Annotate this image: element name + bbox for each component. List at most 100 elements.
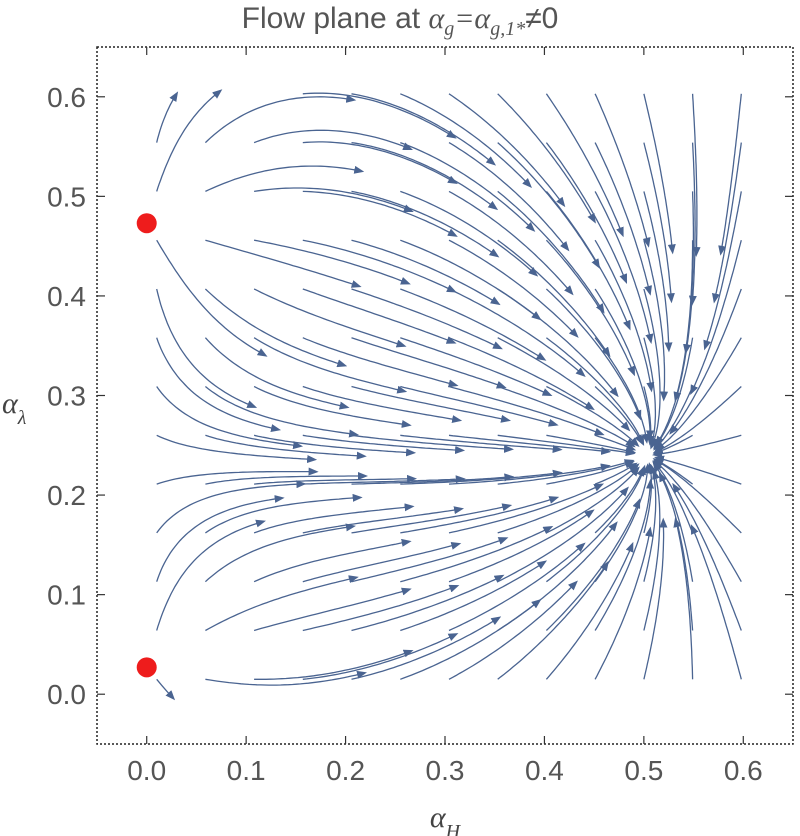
stream-line-46 [302,190,458,237]
stream-line-11 [156,91,179,143]
stream-line-95 [497,337,631,432]
stream-line-91 [497,463,640,534]
x-axis-label: αH [430,801,462,836]
stream-line-41 [302,434,466,454]
stream-line-6 [156,386,304,450]
stream-line-118 [594,462,638,485]
stream-line-126 [594,93,651,248]
stream-line-64 [400,526,554,583]
y-tick-label-3: 0.3 [47,381,86,412]
stream-line-59 [351,190,500,258]
stream-line-82 [448,337,595,411]
stream-line-111 [545,190,631,331]
x-tick-label-1: 0.1 [227,755,266,786]
stream-line-86 [448,142,570,252]
stream-line-96 [497,288,619,398]
stream-line-136 [643,142,675,304]
stream-line-50 [351,574,505,632]
stream-line-28 [254,474,418,485]
stream-line-32 [253,288,407,348]
stream-line-85 [448,190,574,296]
x-tick-label-6: 0.6 [724,755,763,786]
stream-line-163 [718,93,742,256]
stream-line-3 [156,480,307,534]
stream-line-74 [400,93,532,188]
chart-title: Flow plane at αg=αg,1*≠0 [241,2,559,40]
stream-line-45 [302,239,457,293]
stream-line-73 [400,141,536,232]
x-tick-label-0: 0.0 [127,755,166,786]
stream-line-141 [652,460,694,534]
stream-line-63 [400,560,548,632]
stream-line-24 [254,649,414,680]
stream-line-34 [254,187,414,213]
stream-line-10 [156,89,223,192]
stream-line-75 [448,580,578,680]
stream-line-43 [302,337,459,388]
stream-line-76 [448,542,586,632]
stream-line-129 [643,463,658,582]
stream-line-103 [546,464,646,583]
stream-line-135 [643,191,673,353]
stream-line-57 [351,288,503,350]
stream-line-104 [546,466,640,534]
stream-line-52 [351,503,513,534]
stream-line-116 [594,463,652,583]
stream-line-35 [253,129,414,151]
stream-line-117 [594,466,645,534]
stream-line-36 [302,633,459,680]
stream-line-151 [690,524,742,680]
y-tick-label-6: 0.6 [47,82,86,113]
stream-line-30 [253,385,412,428]
stream-line-145 [653,337,694,450]
stream-line-15 [205,493,363,534]
axis-ticks: 0.0 0.1 0.2 0.3 0.4 0.5 0.6 0.0 0.1 0.2 0.3 0.4 0.5 0… [47,47,793,786]
y-tick-label-4: 0.4 [47,281,86,312]
stream-line-58 [351,239,501,306]
stream-line-27 [253,503,415,534]
stream-line-131 [643,386,655,446]
stream-line-89 [497,521,618,632]
stream-line-78 [448,483,605,534]
x-tick-label-4: 0.4 [525,755,564,786]
stream-line-14 [204,523,356,583]
stream-line-133 [643,288,661,450]
stream-line-60 [351,141,499,211]
stream-line-47 [302,141,458,185]
stream-line-40 [302,475,466,485]
stream-line-102 [545,498,641,631]
stream-line-153 [653,459,742,583]
x-tick-label-5: 0.5 [624,755,663,786]
stream-line-101 [545,541,634,680]
stream-line-139 [658,471,694,631]
stream-line-23 [204,94,357,144]
stream-line-22 [205,165,365,192]
stream-line-17 [205,434,367,460]
stream-line-80 [448,434,612,455]
stream-line-108 [545,337,645,446]
stream-line-98 [497,190,605,314]
stream-line-106 [546,434,637,455]
stream-line-51 [351,537,509,583]
stream-line-19 [204,337,350,410]
y-tick-label-1: 0.1 [47,580,86,611]
y-axis-label: αλ [2,387,27,429]
stream-line-54 [351,434,514,453]
stream-line-149 [688,142,697,306]
stream-line-13 [205,575,359,632]
stream-line-124 [594,191,654,345]
stream-line-21 [205,239,362,288]
stream-line-1 [156,519,266,631]
stream-line-72 [400,190,539,277]
stream-line-55 [351,385,512,423]
stream-line-134 [643,240,669,402]
stream-line-65 [400,496,560,534]
stream-line-159 [669,288,742,435]
stream-line-130 [643,462,655,534]
stream-line-33 [253,239,411,285]
stream-line-92 [497,459,635,485]
stream-line-137 [643,93,676,255]
stream-line-107 [546,385,640,448]
stream-line-162 [711,142,742,304]
